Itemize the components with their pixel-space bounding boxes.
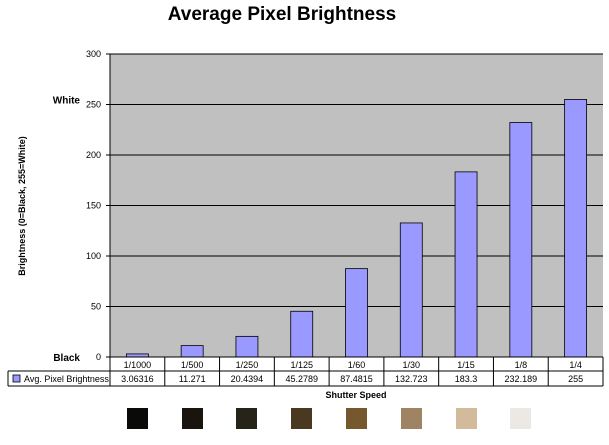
bar [290,310,314,358]
bar [345,268,368,358]
x-tick-label: 1/8 [515,360,528,370]
bar [235,335,259,358]
bar [564,99,588,358]
data-label: 20.4394 [231,374,264,384]
y-axis-label: Brightness (0=Black, 255=White) [17,136,27,276]
data-label: 87.4815 [340,374,373,384]
data-label: 11.271 [179,374,206,384]
brightness-swatch [510,408,532,429]
legend-swatch [12,374,21,383]
data-label: 255 [568,374,583,384]
brightness-swatch [236,408,258,429]
y-tick-label: 200 [86,150,101,160]
data-label: 183.3 [455,374,478,384]
bar [509,122,533,358]
x-tick-label: 1/60 [348,360,366,370]
y-tick-label: 50 [91,302,101,312]
bar [180,345,204,358]
brightness-swatch [291,408,313,429]
x-tick-label: 1/250 [236,360,259,370]
y-tick-label: 300 [86,49,101,59]
x-tick-label: 1/30 [403,360,421,370]
level-labels: White Black [53,95,81,364]
y-tick-label: 250 [86,100,101,110]
brightness-swatch [346,408,367,429]
bar [454,171,478,358]
data-label: 132.723 [395,374,428,384]
y-tick-label: 150 [86,201,101,211]
chart-title: Average Pixel Brightness [167,4,397,25]
brightness-swatch [181,408,203,429]
data-label: 45.2789 [285,374,318,384]
legend-label: Avg. Pixel Brightness [24,374,109,384]
brightness-swatches [0,408,609,430]
y-tick-label: 100 [86,251,101,261]
data-table: 1/1000 3.06316 1/500 11.271 1/250 20.4394 1/12… [7,356,604,387]
level-label: White [53,95,81,106]
x-axis-label: Shutter Speed [325,390,386,400]
y-axis-ticks: 0 50 100 150 200 250 300 [86,49,111,362]
brightness-swatch [565,408,587,429]
x-tick-label: 1/500 [181,360,204,370]
x-tick-label: 1/125 [290,360,313,370]
x-tick-label: 1/1000 [124,360,152,370]
data-label: 3.06316 [121,374,154,384]
data-label: 232.189 [505,374,538,384]
y-tick-label: 0 [96,352,101,362]
x-tick-label: 1/15 [457,360,475,370]
brightness-swatch [126,408,148,429]
level-label: Black [53,353,80,364]
brightness-swatch [400,408,422,429]
x-tick-label: 1/4 [569,360,582,370]
brightness-swatch [455,408,477,429]
bar [399,222,423,358]
